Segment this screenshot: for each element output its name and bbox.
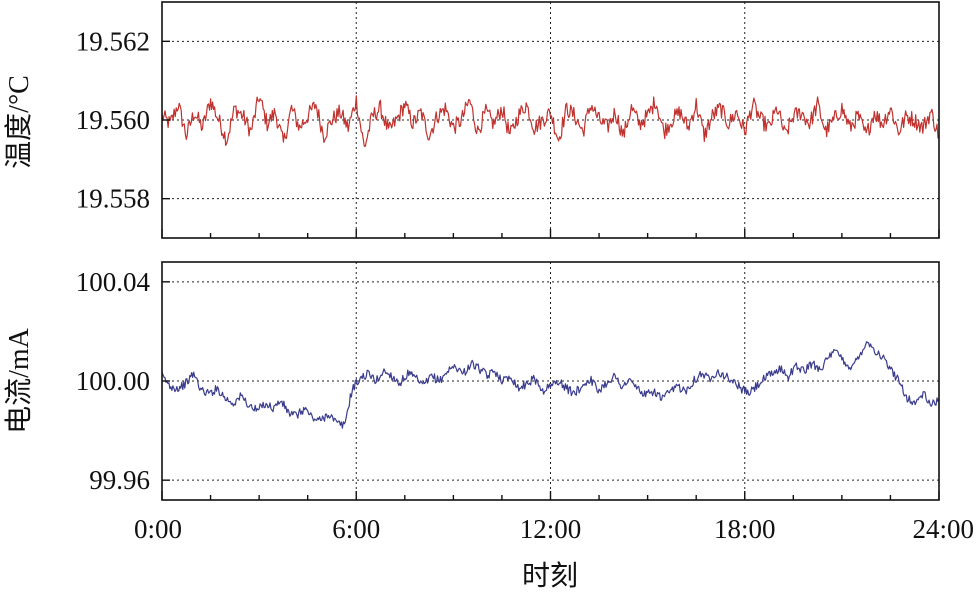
x-tick-label: 0:00 xyxy=(134,514,182,544)
temperature-y-tick-labels: 19.558 19.560 19.562 xyxy=(76,26,150,213)
current-y-tick-label: 99.96 xyxy=(89,465,150,495)
x-tick-label: 18:00 xyxy=(714,514,776,544)
temperature-y-tick-label: 19.560 xyxy=(76,105,150,135)
current-series xyxy=(161,341,940,429)
temperature-series-line xyxy=(161,95,940,147)
temperature-y-tick-label: 19.562 xyxy=(76,26,150,56)
current-ticks xyxy=(161,281,940,500)
temperature-panel: 19.558 19.560 19.562 温度/°C xyxy=(3,1,940,239)
time-x-tick-labels: 0:00 6:00 12:00 18:00 24:00 xyxy=(134,514,974,544)
current-y-tick-label: 100.04 xyxy=(76,267,151,297)
temperature-y-axis-title: 温度/°C xyxy=(3,75,35,169)
current-panel: 99.96 100.00 100.04 电流/mA 0:00 6:00 12:00 18:… xyxy=(3,261,974,592)
x-tick-label: 24:00 xyxy=(912,514,974,544)
current-y-axis-title: 电流/mA xyxy=(3,327,35,434)
x-tick-label: 6:00 xyxy=(332,514,380,544)
temperature-series xyxy=(161,95,940,147)
temperature-grid xyxy=(162,2,939,238)
temperature-ticks xyxy=(161,40,940,238)
x-tick-label: 12:00 xyxy=(520,514,582,544)
current-grid xyxy=(162,262,939,500)
current-y-tick-labels: 99.96 100.00 100.04 xyxy=(76,267,151,495)
temperature-y-tick-label: 19.558 xyxy=(76,184,150,214)
time-x-axis-title: 时刻 xyxy=(522,560,578,592)
current-series-line xyxy=(161,341,940,429)
current-y-tick-label: 100.00 xyxy=(76,366,150,396)
